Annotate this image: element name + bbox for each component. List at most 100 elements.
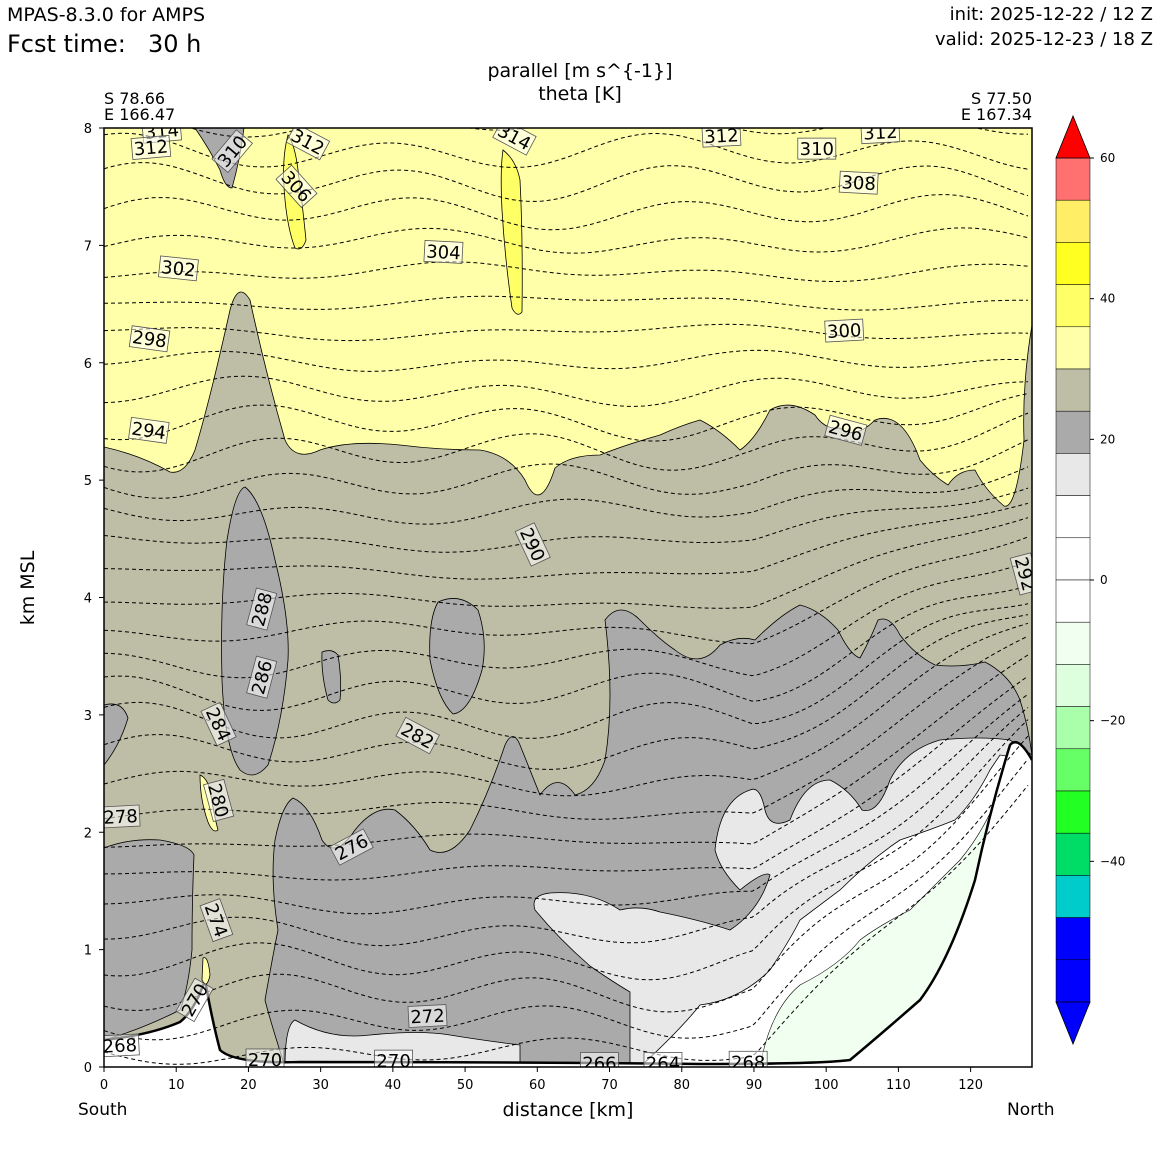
colorbar-band bbox=[1055, 368, 1091, 412]
colorbar-band bbox=[1055, 917, 1091, 961]
theta-label: 272 bbox=[407, 1004, 448, 1029]
theta-contour-line bbox=[104, 393, 1029, 442]
x-axis: 0 10 20 30 40 50 60 70 80 90 100 110 120 bbox=[100, 1067, 983, 1093]
colorbar-tick-label: −40 bbox=[1100, 854, 1125, 868]
y-tick-label: 0 bbox=[84, 1061, 92, 1076]
theta-label: 312 bbox=[130, 134, 172, 160]
theta-label-text: 308 bbox=[841, 172, 876, 195]
fcst-time-label: Fcst time: bbox=[7, 30, 126, 58]
theta-contour-line bbox=[104, 614, 1029, 770]
x-tick-label: 40 bbox=[385, 1078, 402, 1093]
x-tick-label: 50 bbox=[457, 1078, 474, 1093]
theta-label-text: 302 bbox=[160, 257, 196, 281]
theta-label: 294 bbox=[128, 416, 170, 444]
colorbar-band bbox=[1055, 453, 1091, 496]
colorbar-band bbox=[1055, 579, 1091, 623]
theta-label-text: 268 bbox=[731, 1052, 765, 1073]
x-tick-label: 70 bbox=[601, 1078, 618, 1093]
y-tick-label: 2 bbox=[84, 826, 92, 841]
theta-label: 312 bbox=[701, 125, 742, 148]
theta-contour-line bbox=[104, 132, 1029, 170]
wind-fill-lower-bands bbox=[284, 1019, 521, 1067]
theta-label-text: 266 bbox=[582, 1053, 616, 1074]
y-axis: 0 1 2 3 4 5 6 7 8 bbox=[84, 122, 104, 1076]
theta-contour-line bbox=[104, 349, 1029, 372]
north-label: North bbox=[1007, 1100, 1055, 1120]
theta-contour-line bbox=[104, 536, 1029, 645]
right-end-lat: S 77.50 bbox=[970, 89, 1032, 108]
colorbar-tick-label: 40 bbox=[1100, 292, 1115, 306]
theta-contour-line bbox=[104, 585, 1029, 711]
colorbar-band bbox=[1055, 664, 1091, 707]
wind-fill-gray-left bbox=[104, 703, 129, 766]
x-axis-label: distance [km] bbox=[502, 1099, 634, 1121]
theta-contour-line bbox=[104, 412, 1029, 473]
theta-contour-line bbox=[104, 466, 1029, 525]
colorbar: 60 40 20 0 −20 −40 bbox=[1055, 114, 1125, 1046]
terrain-mask bbox=[104, 742, 1032, 1067]
colorbar-band bbox=[1055, 326, 1091, 370]
theta-label-text: 312 bbox=[133, 136, 169, 160]
theta-label-text: 310 bbox=[800, 139, 834, 160]
fcst-time-value: 30 h bbox=[148, 30, 202, 58]
x-tick-label: 30 bbox=[312, 1078, 329, 1093]
theta-label-text: 278 bbox=[103, 806, 138, 829]
theta-label-text: 270 bbox=[376, 1051, 410, 1072]
colorbar-band bbox=[1055, 495, 1091, 539]
colorbar-band bbox=[1055, 621, 1091, 665]
wind-fill-yellow-upper bbox=[104, 128, 1032, 507]
y-tick-label: 5 bbox=[84, 474, 92, 489]
theta-contour-line bbox=[104, 719, 1029, 981]
theta-label: 278 bbox=[103, 804, 141, 829]
theta-label: 310 bbox=[797, 137, 837, 160]
theta-label: 270 bbox=[245, 1048, 285, 1071]
colorbar-tick-label: 20 bbox=[1100, 432, 1115, 446]
theta-contour-line bbox=[104, 635, 1029, 820]
wind-fill-gray-lower bbox=[104, 839, 195, 1041]
theta-contour-line bbox=[104, 439, 1029, 499]
colorbar-band bbox=[1055, 157, 1091, 201]
colorbar-tick-label: 0 bbox=[1100, 573, 1108, 587]
y-tick-label: 6 bbox=[84, 357, 92, 372]
theta-label-text: 270 bbox=[248, 1050, 282, 1071]
theta-contour-line bbox=[104, 654, 1029, 848]
colorbar-band bbox=[1055, 748, 1091, 792]
theta-label-text: 312 bbox=[704, 125, 739, 148]
colorbar-extend-max bbox=[1055, 114, 1091, 159]
y-tick-label: 7 bbox=[84, 239, 92, 254]
theta-contour-line bbox=[104, 502, 1029, 580]
theta-label: 270 bbox=[374, 1049, 413, 1072]
theta-contour-line bbox=[104, 758, 1029, 1041]
theta-label-text: 312 bbox=[863, 122, 898, 145]
right-end-lon: E 167.34 bbox=[960, 105, 1032, 124]
wind-fill-yellow-strong-2 bbox=[500, 149, 523, 315]
theta-label: 264 bbox=[643, 1052, 683, 1067]
valid-time: valid: 2025-12-23 / 18 Z bbox=[935, 29, 1153, 50]
theta-label-text: 298 bbox=[131, 327, 168, 353]
theta-label-text: 272 bbox=[410, 1006, 445, 1029]
theta-contour-line bbox=[104, 707, 1029, 947]
theta-contour-line bbox=[104, 295, 1028, 311]
colorbar-band bbox=[1055, 875, 1091, 918]
colorbar-band bbox=[1055, 410, 1091, 454]
theta-label-text: 304 bbox=[426, 242, 461, 265]
x-tick-label: 100 bbox=[814, 1078, 839, 1093]
wind-fill-gray-small bbox=[321, 650, 342, 704]
theta-contour-line bbox=[104, 375, 1029, 407]
y-tick-label: 1 bbox=[84, 944, 92, 959]
theta-contour-line bbox=[104, 487, 1029, 553]
theta-label: 298 bbox=[128, 325, 171, 353]
theta-contour-line bbox=[104, 603, 1029, 739]
colorbar-band bbox=[1055, 832, 1091, 876]
left-end-lat: S 78.66 bbox=[104, 89, 166, 108]
theta-contour-line bbox=[104, 194, 1029, 231]
colorbar-extend-min bbox=[1055, 1001, 1091, 1046]
y-tick-label: 8 bbox=[84, 122, 92, 137]
x-tick-label: 20 bbox=[240, 1078, 257, 1093]
model-title: MPAS-8.3.0 for AMPS bbox=[7, 4, 206, 26]
x-tick-label: 110 bbox=[886, 1078, 911, 1093]
chart-title-line1: parallel [m s^{-1}] bbox=[487, 60, 673, 82]
theta-label: 312 bbox=[860, 122, 901, 145]
colorbar-band bbox=[1055, 537, 1091, 581]
theta-label: 266 bbox=[580, 1052, 619, 1074]
